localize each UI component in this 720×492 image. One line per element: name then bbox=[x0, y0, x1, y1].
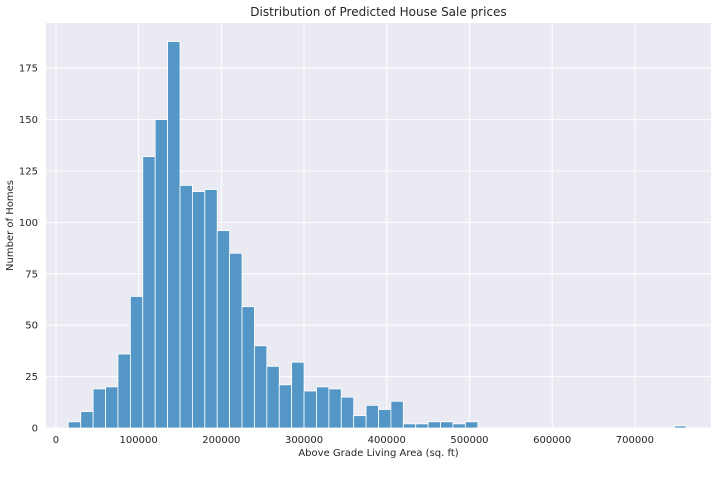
histogram-bar bbox=[191, 191, 206, 429]
histogram-bars bbox=[67, 41, 687, 429]
y-tick-label: 0 bbox=[32, 424, 38, 435]
histogram-bar bbox=[365, 404, 379, 429]
histogram-bar bbox=[674, 425, 687, 429]
chart-title: Distribution of Predicted House Sale pri… bbox=[250, 5, 506, 19]
x-tick-label: 500000 bbox=[450, 435, 488, 446]
histogram-bar bbox=[278, 384, 293, 429]
histogram-bar bbox=[427, 421, 441, 429]
histogram-bar bbox=[142, 156, 156, 429]
histogram-bar bbox=[303, 390, 317, 429]
histogram-bar bbox=[353, 415, 367, 429]
y-tick-label: 125 bbox=[19, 167, 38, 178]
histogram-bar bbox=[167, 41, 181, 429]
histogram-bar bbox=[291, 361, 305, 429]
x-tick-label: 400000 bbox=[368, 435, 406, 446]
histogram-bar bbox=[204, 189, 218, 429]
x-tick-label: 100000 bbox=[120, 435, 158, 446]
histogram-bar bbox=[229, 252, 243, 429]
histogram-bar bbox=[154, 119, 168, 429]
histogram-bar bbox=[92, 388, 106, 429]
y-tick-label: 150 bbox=[19, 115, 38, 126]
y-tick-label: 50 bbox=[25, 321, 38, 332]
histogram-bar bbox=[105, 386, 119, 429]
histogram-bar bbox=[415, 423, 429, 429]
x-tick-label: 0 bbox=[53, 435, 59, 446]
histogram-bar bbox=[464, 421, 479, 429]
histogram-bar bbox=[390, 400, 404, 429]
histogram-bar bbox=[440, 421, 454, 429]
histogram-bar bbox=[129, 296, 144, 429]
histogram-bar bbox=[241, 306, 255, 429]
histogram-bar bbox=[179, 185, 193, 429]
x-tick-label: 600000 bbox=[533, 435, 571, 446]
x-tick-label: 200000 bbox=[202, 435, 240, 446]
histogram-bar bbox=[80, 411, 94, 429]
y-axis-label: Number of Homes bbox=[5, 180, 16, 271]
x-gridlines bbox=[55, 23, 636, 428]
y-tick-label: 100 bbox=[19, 218, 38, 229]
y-tick-label: 75 bbox=[25, 269, 38, 280]
histogram-bar bbox=[216, 230, 231, 429]
x-tick-label: 700000 bbox=[616, 435, 654, 446]
histogram-bar bbox=[117, 353, 131, 429]
y-tick-label: 175 bbox=[19, 64, 38, 75]
histogram-bar bbox=[402, 423, 417, 429]
histogram-bar bbox=[266, 365, 280, 429]
histogram-bar bbox=[378, 409, 392, 429]
histogram-bar bbox=[67, 421, 82, 429]
histogram-bar bbox=[452, 423, 466, 429]
histogram-bar bbox=[254, 345, 268, 429]
histogram-bar bbox=[340, 396, 355, 429]
histogram-bar bbox=[328, 388, 342, 429]
histogram-bar bbox=[316, 386, 330, 429]
x-axis-label: Above Grade Living Area (sq. ft) bbox=[298, 448, 458, 459]
y-tick-label: 25 bbox=[25, 372, 38, 383]
x-tick-label: 300000 bbox=[285, 435, 323, 446]
x-tick-labels: 0 100000 200000 300000 400000 500000 600000 700… bbox=[53, 435, 654, 446]
y-tick-labels: 0 25 50 75 100 125 150 175 bbox=[19, 64, 38, 435]
